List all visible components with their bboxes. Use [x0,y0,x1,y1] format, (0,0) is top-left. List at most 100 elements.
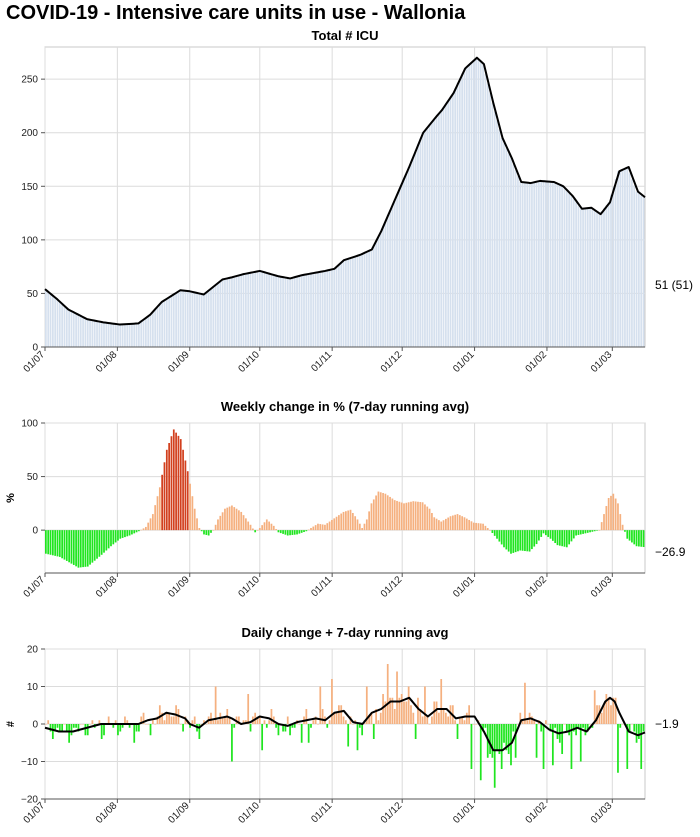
bar [338,515,340,531]
bar [598,530,601,531]
bar [386,215,389,347]
bar [626,167,629,347]
bar [158,705,161,724]
bar [279,276,282,347]
bar [193,292,196,347]
bar [265,519,268,531]
bar [54,296,57,347]
bar [419,138,422,347]
bar [431,513,433,531]
bar [135,724,138,732]
bar [531,530,533,550]
bar [305,709,308,724]
bar [405,172,408,347]
bar [98,321,101,347]
bar [577,724,580,728]
bar [338,264,340,347]
bar [198,293,201,347]
bar [256,271,259,347]
bar [370,249,373,347]
bar [393,709,396,724]
bar [624,530,626,532]
bar [284,530,287,535]
page-title: COVID-19 - Intensive care units in use -… [6,2,466,24]
bar [421,132,424,347]
bar [379,492,382,531]
bar [338,705,340,724]
bar [558,185,561,347]
bar [607,202,610,347]
bar [305,274,308,347]
bar [500,138,503,347]
bar [261,271,264,347]
bar [235,508,238,531]
bar [321,524,324,531]
bar [258,716,261,724]
bar [542,181,545,347]
bar [158,304,161,347]
bar [238,275,240,347]
bar [384,220,387,347]
bar [403,701,405,724]
bar [507,724,510,754]
bar [524,530,526,552]
bar [605,694,608,724]
bar [640,530,643,547]
bar [149,518,152,531]
bar [75,724,77,728]
bar [142,528,145,531]
bar [65,724,68,732]
bar [465,66,468,347]
bar [49,724,52,732]
bar [200,724,203,725]
bar [245,273,247,347]
bar [584,530,587,534]
bar [538,530,540,541]
bar [500,530,503,545]
bar [563,530,566,547]
bar [612,186,615,347]
y-tick-label: 20 [27,645,39,656]
bar [112,724,115,728]
bar [221,512,224,531]
bar [214,686,217,724]
bar [193,508,196,531]
bar [184,290,187,347]
bar [249,272,252,347]
bar [572,530,575,539]
bar [591,209,594,347]
bar [351,724,354,725]
bar [331,269,333,347]
bar [472,522,475,531]
bar [368,250,370,347]
bar [128,323,131,347]
bar [268,273,270,347]
bar [545,530,547,536]
bar [47,720,50,724]
bar [203,294,205,347]
bar [89,724,91,725]
bar [310,724,312,728]
bar [617,724,619,773]
bar [579,208,582,347]
bar [524,682,526,724]
bar [628,173,631,347]
bar [217,283,219,347]
bar [407,686,410,724]
bar [391,697,394,724]
bar [131,323,133,347]
bar [407,502,410,531]
bar [638,530,640,547]
bar [138,323,140,347]
bar [161,474,164,531]
bar [512,724,515,732]
bar [628,530,631,541]
bar [198,528,201,531]
bar [198,724,201,739]
bar [277,530,280,533]
bar [86,724,89,736]
bar [503,724,505,743]
bar [619,170,622,347]
bar [589,530,591,533]
